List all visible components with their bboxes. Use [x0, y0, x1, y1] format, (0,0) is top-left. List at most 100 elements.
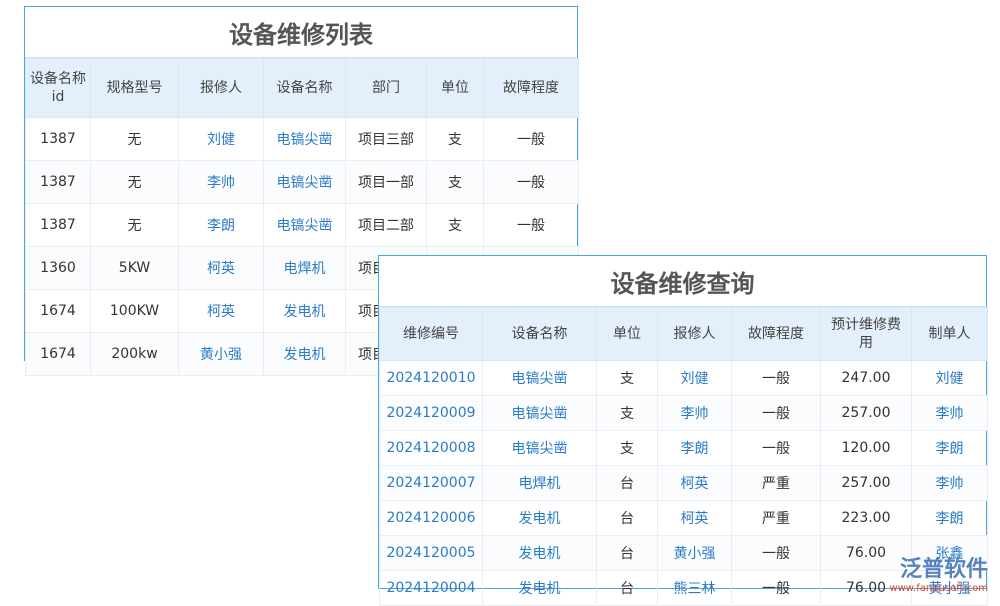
link-cell[interactable]: 电焊机: [263, 246, 346, 290]
data-table: 设备名称id 规格型号 报修人 设备名称 部门 单位 故障程度 1387 无刘健 电镐尖凿 项目三部…: [25, 58, 579, 376]
link-cell[interactable]: 黄小强: [178, 332, 264, 376]
column-header: 故障程度: [483, 58, 579, 118]
link-cell[interactable]: 发电机: [482, 535, 597, 571]
table-cell: 一般: [483, 160, 579, 204]
header-row: 维修编号 设备名称 单位 报修人 故障程度 预计维修费用 制单人: [379, 307, 988, 361]
link-cell[interactable]: 李朗: [657, 430, 732, 466]
link-cell[interactable]: 电镐尖凿: [263, 117, 346, 161]
table-cell: 1360: [25, 246, 91, 290]
table-cell: 1674: [25, 332, 91, 376]
link-cell[interactable]: 李朗: [911, 430, 988, 466]
table-cell: 支: [596, 430, 658, 466]
link-cell[interactable]: 电焊机: [482, 465, 597, 501]
link-cell[interactable]: 柯英: [178, 289, 264, 333]
table-cell: 一般: [731, 395, 821, 431]
table-cell: 一般: [483, 117, 579, 161]
table-cell: 一般: [731, 535, 821, 571]
link-cell[interactable]: 刘健: [657, 360, 732, 396]
link-cell[interactable]: 2024120007: [379, 465, 483, 501]
link-cell[interactable]: 发电机: [482, 570, 597, 606]
link-cell[interactable]: 电镐尖凿: [482, 430, 597, 466]
link-cell[interactable]: 柯英: [657, 500, 732, 536]
table-row: 2024120010 电镐尖凿支刘健 一般 247.00 刘健: [379, 360, 988, 396]
link-cell[interactable]: 李朗: [178, 203, 264, 247]
link-cell[interactable]: 电镐尖凿: [482, 360, 597, 396]
data-table: 维修编号 设备名称 单位 报修人 故障程度 预计维修费用 制单人 2024120010 电镐尖凿…: [379, 307, 988, 606]
table-cell: 支: [426, 203, 484, 247]
column-header: 报修人: [657, 307, 732, 361]
table-cell: 支: [426, 117, 484, 161]
link-cell[interactable]: 熊三林: [657, 570, 732, 606]
link-cell[interactable]: 李朗: [911, 500, 988, 536]
link-cell[interactable]: 电镐尖凿: [482, 395, 597, 431]
table-row: 2024120005 发电机台黄小强 一般 76.00 张鑫: [379, 535, 988, 571]
link-cell[interactable]: 发电机: [263, 289, 346, 333]
link-cell[interactable]: 发电机: [482, 500, 597, 536]
link-cell[interactable]: 李帅: [911, 465, 988, 501]
repair-list-panel: 设备维修列表 设备名称id 规格型号 报修人 设备名称 部门 单位 故障程度 1387 无刘健 电镐…: [24, 6, 579, 376]
column-header: 维修编号: [379, 307, 483, 361]
table-cell: 支: [426, 160, 484, 204]
table-row: 2024120009 电镐尖凿支李帅 一般 257.00 李帅: [379, 395, 988, 431]
column-header: 设备名称: [482, 307, 597, 361]
table-cell: 223.00: [820, 500, 912, 536]
column-header: 故障程度: [731, 307, 821, 361]
table-cell: 257.00: [820, 465, 912, 501]
link-cell[interactable]: 2024120008: [379, 430, 483, 466]
table-cell: 严重: [731, 500, 821, 536]
link-cell[interactable]: 柯英: [178, 246, 264, 290]
table-cell: 项目三部: [345, 117, 427, 161]
table-cell: 台: [596, 535, 658, 571]
link-cell[interactable]: 2024120004: [379, 570, 483, 606]
link-cell[interactable]: 电镐尖凿: [263, 203, 346, 247]
table-cell: 台: [596, 570, 658, 606]
table-row: 1387 无李朗 电镐尖凿 项目二部支一般: [25, 203, 579, 247]
watermark-url: www.fanpusoft.com: [889, 583, 988, 594]
column-header: 预计维修费用: [820, 307, 912, 361]
link-cell[interactable]: 2024120005: [379, 535, 483, 571]
table-cell: 76.00: [820, 535, 912, 571]
table-row: 2024120006 发电机台柯英 严重 223.00 李朗: [379, 500, 988, 536]
table-title: 设备维修列表: [25, 7, 577, 58]
link-cell[interactable]: 李帅: [178, 160, 264, 204]
table-cell: 无: [90, 117, 179, 161]
link-cell[interactable]: 2024120009: [379, 395, 483, 431]
table-title: 设备维修查询: [379, 256, 986, 307]
link-cell[interactable]: 发电机: [263, 332, 346, 376]
table-cell: 一般: [731, 570, 821, 606]
link-cell[interactable]: 李帅: [911, 395, 988, 431]
table-cell: 台: [596, 465, 658, 501]
link-cell[interactable]: 李帅: [657, 395, 732, 431]
table-cell: 严重: [731, 465, 821, 501]
table-cell: 120.00: [820, 430, 912, 466]
repair-query-panel: 设备维修查询 维修编号 设备名称 单位 报修人 故障程度 预计维修费用 制单人 20241200…: [378, 255, 988, 606]
link-cell[interactable]: 张鑫: [911, 535, 988, 571]
table-cell: 支: [596, 360, 658, 396]
column-header: 部门: [345, 58, 427, 118]
table-row: 2024120007 电焊机台柯英 严重 257.00 李帅: [379, 465, 988, 501]
link-cell[interactable]: 刘健: [911, 360, 988, 396]
table-cell: 无: [90, 160, 179, 204]
table-row: 2024120008 电镐尖凿支李朗 一般 120.00 李朗: [379, 430, 988, 466]
link-cell[interactable]: 2024120006: [379, 500, 483, 536]
column-header: 设备名称id: [25, 58, 91, 118]
link-cell[interactable]: 刘健: [178, 117, 264, 161]
table-cell: 项目二部: [345, 203, 427, 247]
column-header: 单位: [596, 307, 658, 361]
column-header: 报修人: [178, 58, 264, 118]
table-cell: 项目一部: [345, 160, 427, 204]
table-cell: 247.00: [820, 360, 912, 396]
table-cell: 1387: [25, 203, 91, 247]
column-header: 设备名称: [263, 58, 346, 118]
table-cell: 1674: [25, 289, 91, 333]
table-cell: 台: [596, 500, 658, 536]
table-cell: 100KW: [90, 289, 179, 333]
link-cell[interactable]: 黄小强: [657, 535, 732, 571]
link-cell[interactable]: 柯英: [657, 465, 732, 501]
table-cell: 1387: [25, 160, 91, 204]
table-cell: 无: [90, 203, 179, 247]
column-header: 制单人: [911, 307, 988, 361]
link-cell[interactable]: 电镐尖凿: [263, 160, 346, 204]
link-cell[interactable]: 2024120010: [379, 360, 483, 396]
